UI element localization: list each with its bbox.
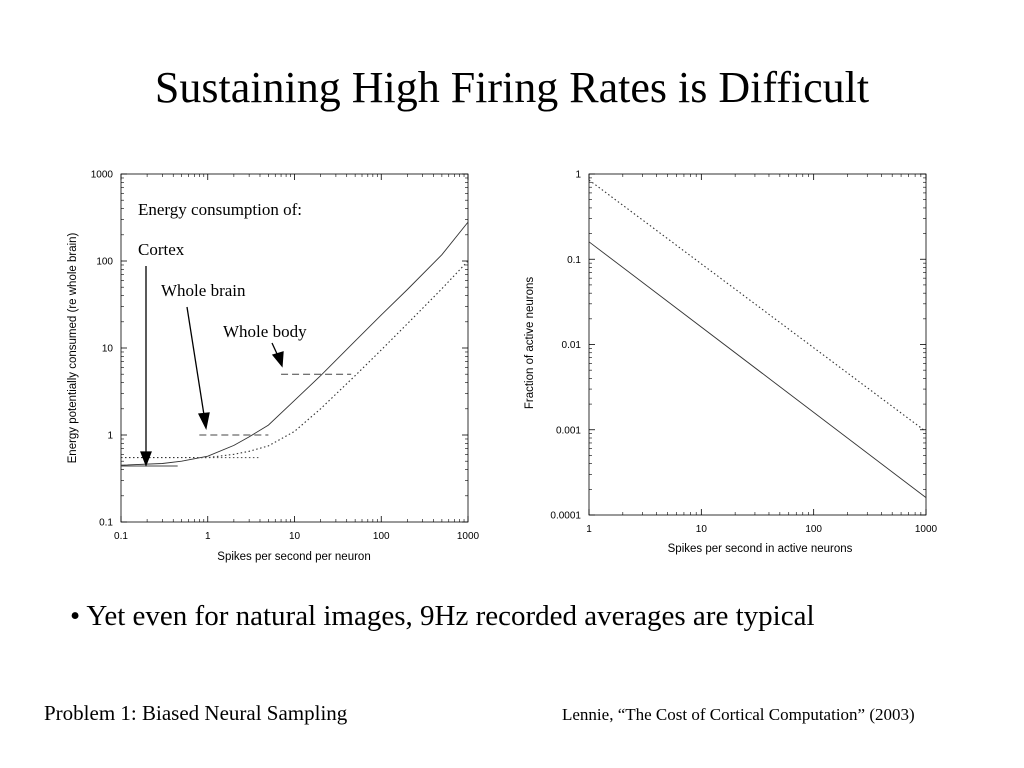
left-y-tick-label: 1 <box>107 431 113 442</box>
right-x-tick-label: 10 <box>696 524 708 535</box>
right-x-axis-label: Spikes per second in active neurons <box>668 543 853 555</box>
whole-body-arrowhead <box>271 351 284 368</box>
right-y-tick-label: 0.1 <box>567 255 581 266</box>
footer-left: Problem 1: Biased Neural Sampling <box>44 701 348 725</box>
left-y-tick-label: 1000 <box>91 170 114 181</box>
annotation-whole-body: Whole body <box>223 322 307 341</box>
left-chart-series <box>120 221 469 467</box>
left-x-tick-label: 10 <box>289 531 301 542</box>
right-series-line-dotted-1 <box>588 179 927 433</box>
right-x-tick-label: 1000 <box>915 524 938 535</box>
left-x-axis-label: Spikes per second per neuron <box>217 551 370 563</box>
left-x-tick-label: 1000 <box>457 531 480 542</box>
left-series-line-cortex <box>120 221 469 466</box>
left-y-tick-label: 10 <box>102 344 114 355</box>
right-x-tick-label: 100 <box>805 524 822 535</box>
right-chart: 1 10 100 1000 0.0001 0.001 0.01 0.1 1 Spikes per… <box>524 170 938 556</box>
left-x-tick-label: 0.1 <box>114 531 128 542</box>
left-plot-frame <box>120 173 469 523</box>
right-x-tick-label: 1 <box>586 524 592 535</box>
right-y-axis-label: Fraction of active neurons <box>524 277 536 410</box>
bullet-point: • Yet even for natural images, 9Hz recor… <box>70 600 815 632</box>
right-series-line-solid-0 <box>588 241 927 498</box>
cortex-arrowhead <box>140 451 152 467</box>
right-y-tick-label: 0.0001 <box>550 511 581 522</box>
right-y-tick-label: 0.01 <box>562 340 582 351</box>
left-y-tick-label: 0.1 <box>99 518 113 529</box>
right-y-tick-label: 0.001 <box>556 425 581 436</box>
right-chart-series <box>588 179 927 498</box>
footer-citation: Lennie, “The Cost of Cortical Computatio… <box>562 705 915 724</box>
whole-brain-arrow <box>186 306 205 416</box>
left-chart-ticks: 0.1 1 10 100 1000 0.1 1 10 100 1000 <box>91 170 480 543</box>
right-chart-ticks: 1 10 100 1000 0.0001 0.001 0.01 0.1 1 <box>550 170 937 536</box>
left-series-line-whole-body <box>121 260 469 459</box>
left-y-axis-label: Energy potentially consumed (re whole br… <box>67 232 79 463</box>
annotation-cortex: Cortex <box>138 240 185 259</box>
left-x-tick-label: 1 <box>205 531 211 542</box>
annotation-arrows <box>140 266 284 467</box>
annotation-energy-consumption: Energy consumption of: <box>138 200 302 219</box>
right-y-tick-label: 1 <box>575 170 581 181</box>
left-x-tick-label: 100 <box>373 531 390 542</box>
left-y-tick-label: 100 <box>96 257 113 268</box>
annotation-whole-brain: Whole brain <box>161 281 246 300</box>
whole-brain-arrowhead <box>197 412 210 430</box>
right-plot-frame <box>588 173 927 516</box>
left-chart: 0.1 1 10 100 1000 0.1 1 10 100 1000 Spikes per se… <box>67 170 480 564</box>
slide-title: Sustaining High Firing Rates is Difficul… <box>154 63 870 112</box>
